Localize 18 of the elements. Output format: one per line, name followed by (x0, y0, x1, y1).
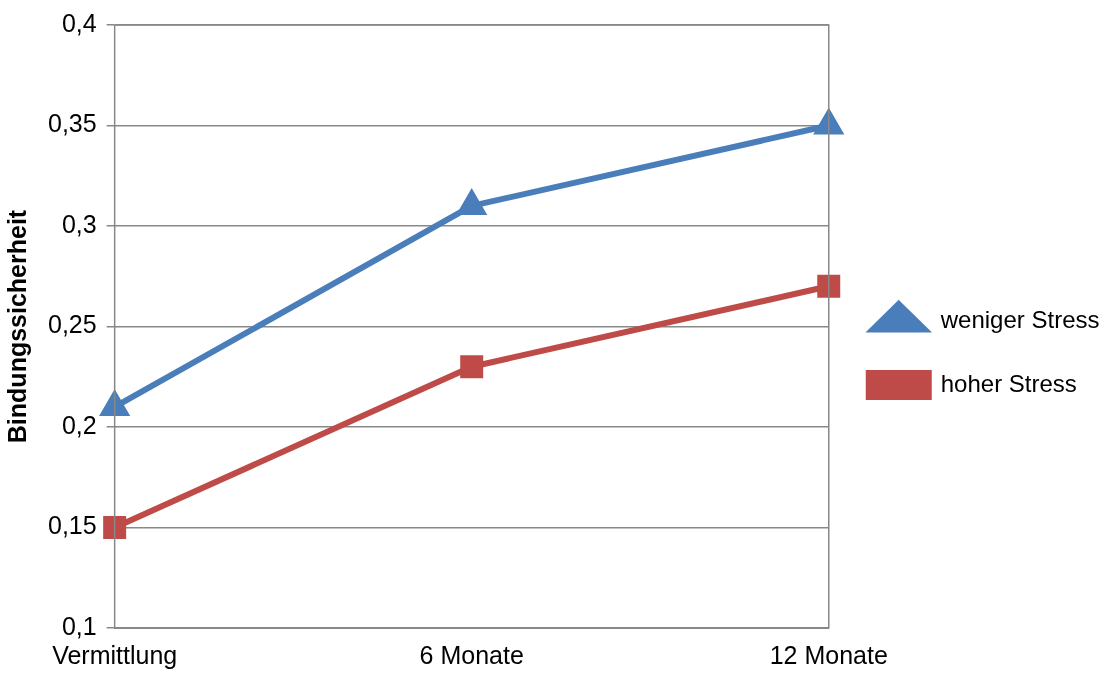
y-tick-label: 0,4 (61, 8, 97, 37)
point (813, 108, 845, 135)
point (817, 274, 841, 298)
point (103, 516, 127, 539)
x-tick-label: Vermittlung (52, 640, 178, 669)
x-tick-label: 6 Monate (419, 640, 524, 669)
legend-label: weniger Stress (939, 305, 1100, 333)
y-tick-label: 0,1 (61, 611, 97, 640)
legend-label: hoher Stress (940, 369, 1077, 397)
point (458, 188, 488, 215)
y-tick-label: 0,35 (47, 109, 97, 138)
y-tick-label: 0,2 (61, 410, 97, 439)
y-tick-label: 0,15 (47, 511, 97, 540)
y-axis-title: Bindungssicherheit (2, 209, 31, 444)
y-tick-label: 0,25 (47, 310, 97, 339)
x-tick-label: 12 Monate (769, 640, 888, 669)
point (460, 355, 484, 379)
y-tick-label: 0,3 (61, 209, 97, 238)
